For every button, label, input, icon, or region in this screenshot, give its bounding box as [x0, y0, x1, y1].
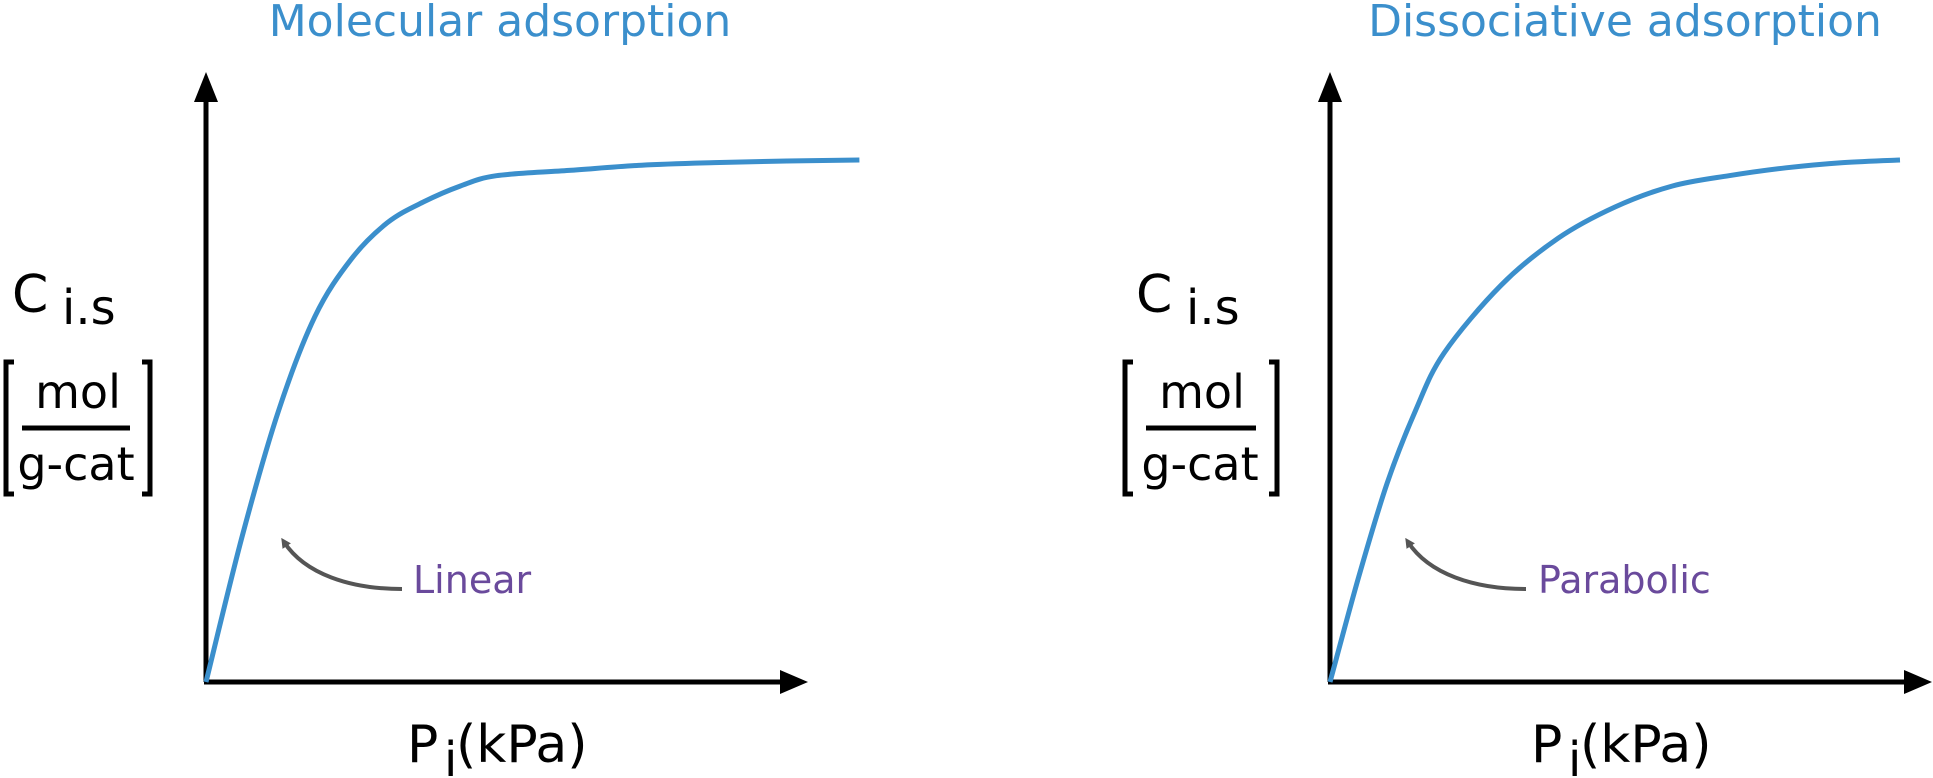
left-bracket: [1122, 359, 1133, 497]
series-line: [1327, 157, 1901, 683]
chart-molecular: Molecular adsorption C i.s mol g-cat Lin…: [3, 0, 860, 778]
series-line: [203, 157, 860, 683]
left-bracket: [3, 359, 14, 497]
annotation-label: Parabolic: [1538, 558, 1711, 602]
chart-title: Molecular adsorption: [269, 0, 732, 47]
annotation-arrow: [1405, 537, 1527, 591]
x-axis-label: P i (kPa): [1531, 715, 1712, 778]
x-label-symbol: P: [407, 715, 438, 775]
y-unit-denominator: g-cat: [17, 437, 134, 491]
chart-title: Dissociative adsorption: [1368, 0, 1882, 47]
annotation-label: Linear: [413, 558, 531, 602]
chart-dissociative: Dissociative adsorption C i.s mol g-cat …: [1122, 0, 1932, 778]
x-axis-arrowhead: [1904, 670, 1932, 694]
y-unit-denominator: g-cat: [1141, 437, 1258, 491]
y-label-subscript: i.s: [62, 280, 116, 336]
y-label-symbol: C: [1136, 265, 1172, 325]
right-bracket: [1269, 359, 1280, 497]
x-label-symbol: P: [1531, 715, 1562, 775]
annotation-arrow: [281, 537, 403, 591]
x-axis-arrowhead: [780, 670, 808, 694]
y-label-subscript: i.s: [1186, 280, 1240, 336]
x-axis-label: P i (kPa): [407, 715, 588, 778]
y-axis-label: C i.s mol g-cat: [3, 265, 153, 497]
x-label-unit: (kPa): [456, 715, 588, 775]
y-unit-numerator: mol: [1159, 365, 1245, 419]
x-label-unit: (kPa): [1580, 715, 1712, 775]
y-axis-arrowhead: [194, 72, 218, 102]
y-axis-arrowhead: [1318, 72, 1342, 102]
x-label-subscript: i: [1568, 732, 1581, 778]
right-bracket: [142, 359, 153, 497]
y-axis-label: C i.s mol g-cat: [1122, 265, 1280, 497]
y-label-symbol: C: [12, 265, 48, 325]
y-unit-numerator: mol: [35, 365, 121, 419]
x-label-subscript: i: [444, 732, 457, 778]
